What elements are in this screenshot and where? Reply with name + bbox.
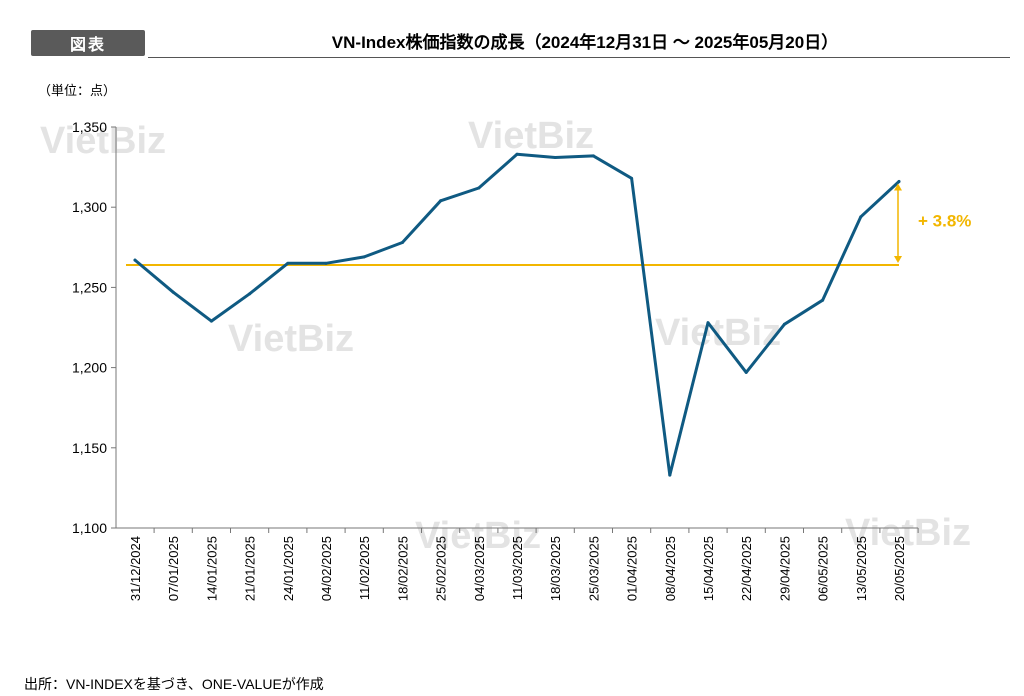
annotation-arrow-head-up	[894, 183, 902, 191]
x-tick-label: 20/05/2025	[892, 536, 907, 601]
watermark-text: VietBiz	[845, 512, 971, 554]
data-point	[133, 258, 137, 262]
x-tick-label: 24/01/2025	[281, 536, 296, 601]
x-tick-label: 29/04/2025	[777, 536, 792, 601]
annotation-arrow-head-down	[894, 255, 902, 263]
y-tick-label: 1,100	[72, 520, 107, 536]
watermark-text: VietBiz	[468, 115, 594, 157]
annotation-label: + 3.8%	[918, 211, 971, 230]
x-tick-label: 01/04/2025	[625, 536, 640, 601]
watermark-group: VietBiz VietBiz VietBiz VietBiz VietBiz VietB…	[40, 115, 971, 557]
data-point	[897, 180, 901, 184]
data-point	[324, 261, 328, 265]
data-point	[668, 473, 672, 477]
data-point	[362, 255, 366, 259]
annotation-group: + 3.8%	[894, 183, 971, 263]
x-tick-label: 06/05/2025	[816, 536, 831, 601]
data-point	[744, 370, 748, 374]
data-point	[553, 155, 557, 159]
data-point	[706, 321, 710, 325]
y-tick-label: 1,200	[72, 360, 107, 376]
data-point	[630, 176, 634, 180]
data-point	[209, 319, 213, 323]
x-tick-label: 14/01/2025	[204, 536, 219, 601]
watermark-text: VietBiz	[40, 120, 166, 162]
title-divider	[148, 57, 1010, 58]
data-point	[782, 322, 786, 326]
y-tick-label: 1,350	[72, 119, 107, 135]
watermark-text: VietBiz	[415, 515, 541, 557]
x-tick-label: 04/03/2025	[472, 536, 487, 601]
data-point	[591, 154, 595, 158]
y-tick-label: 1,150	[72, 440, 107, 456]
y-tick-label: 1,300	[72, 199, 107, 215]
figure-tag: 図表	[31, 30, 145, 56]
x-tick-label: 21/01/2025	[243, 536, 258, 601]
x-tick-label: 31/12/2024	[128, 536, 143, 601]
x-tick-label: 25/02/2025	[434, 536, 449, 601]
data-point	[248, 292, 252, 296]
x-tick-label: 15/04/2025	[701, 536, 716, 601]
series-line	[133, 152, 901, 477]
x-tick-label: 07/01/2025	[166, 536, 181, 601]
data-point	[821, 298, 825, 302]
chart-title: VN-Index株価指数の成長（2024年12月31日 ～ 2025年05月20…	[331, 33, 839, 52]
axes: 1,100 1,150 1,200 1,250 1,300 1,350 31/12/2024…	[72, 119, 919, 601]
x-tick-label: 22/04/2025	[739, 536, 754, 601]
x-tick-label: 18/02/2025	[395, 536, 410, 601]
watermark-text: VietBiz	[228, 318, 354, 360]
x-tick-label: 18/03/2025	[548, 536, 563, 601]
data-point	[515, 152, 519, 156]
x-tick-label: 13/05/2025	[854, 536, 869, 601]
x-tick-label: 08/04/2025	[663, 536, 678, 601]
x-tick-label: 11/02/2025	[357, 536, 372, 600]
watermark-text: VietBiz	[655, 312, 781, 354]
unit-label: （単位：点）	[38, 83, 117, 98]
data-point	[286, 261, 290, 265]
y-tick-label: 1,250	[72, 279, 107, 295]
x-tick-label: 25/03/2025	[586, 536, 601, 601]
source-note: 出所：VN-INDEXを基づき、ONE-VALUEが作成	[24, 676, 324, 692]
data-point	[439, 199, 443, 203]
data-point	[400, 240, 404, 244]
x-tick-label: 11/03/2025	[510, 536, 525, 600]
data-point	[859, 215, 863, 219]
series-group	[133, 152, 901, 477]
data-point	[171, 290, 175, 294]
data-point	[477, 186, 481, 190]
x-tick-label: 04/02/2025	[319, 536, 334, 601]
